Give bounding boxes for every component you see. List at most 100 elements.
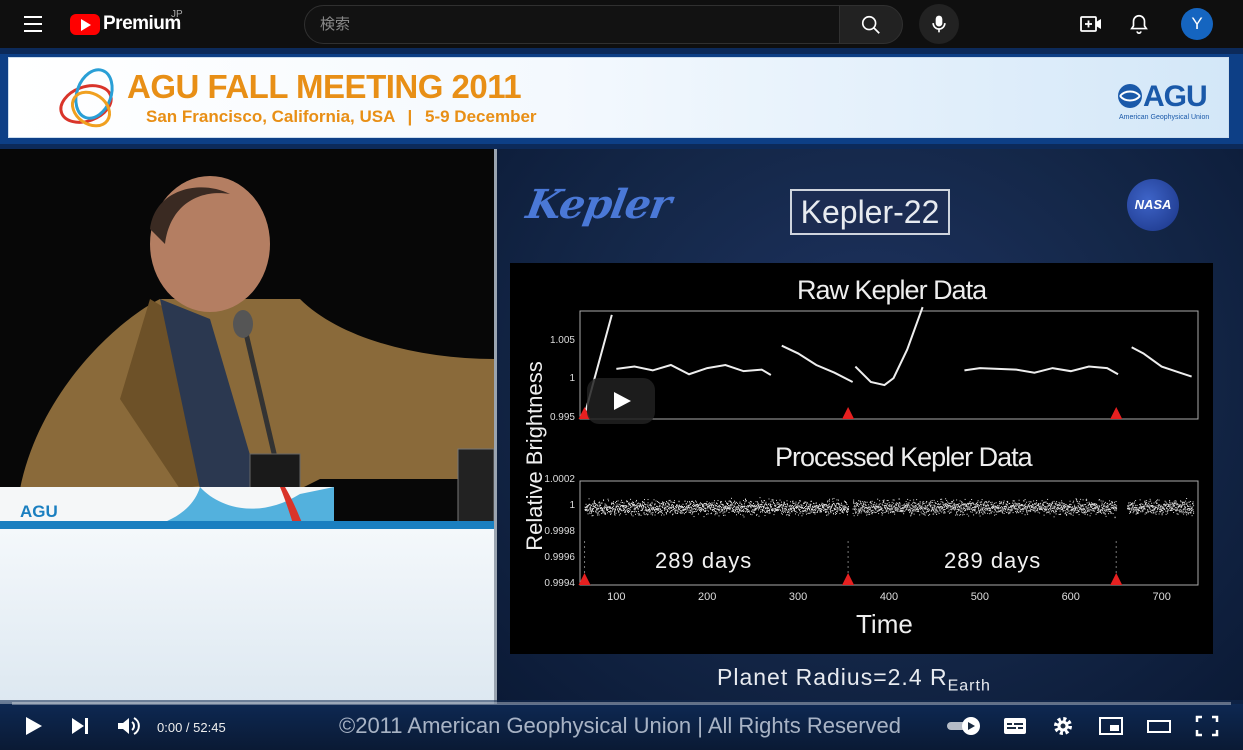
processed-data-point [591, 504, 593, 506]
create-button[interactable] [1075, 8, 1107, 40]
processed-data-point [1018, 506, 1020, 508]
settings-button[interactable] [1049, 712, 1077, 740]
play-button[interactable] [20, 712, 46, 740]
processed-data-point [772, 500, 774, 502]
processed-data-point [1003, 502, 1005, 504]
processed-data-point [878, 509, 880, 511]
mute-button[interactable] [114, 712, 142, 740]
processed-data-point [1170, 508, 1172, 510]
processed-data-point [697, 504, 699, 506]
processed-data-point [881, 503, 883, 505]
processed-data-point [997, 504, 999, 506]
processed-data-point [705, 504, 707, 506]
processed-data-point [1183, 513, 1185, 515]
processed-data-point [1184, 507, 1186, 509]
notifications-button[interactable] [1123, 8, 1155, 40]
processed-data-point [759, 504, 761, 506]
processed-data-point [590, 512, 592, 514]
processed-data-point [603, 510, 605, 512]
processed-data-point [1084, 511, 1086, 513]
processed-data-point [760, 508, 762, 510]
processed-data-point [963, 504, 965, 506]
processed-data-point [774, 504, 776, 506]
processed-data-point [1038, 506, 1040, 508]
processed-data-point [1103, 504, 1105, 506]
processed-data-point [733, 506, 735, 508]
processed-data-point [1045, 506, 1047, 508]
processed-data-point [1032, 503, 1034, 505]
processed-data-point [792, 510, 794, 512]
processed-data-point [853, 499, 855, 501]
processed-data-point [695, 507, 697, 509]
processed-data-point [856, 508, 858, 510]
processed-data-point [756, 504, 758, 506]
theater-mode-button[interactable] [1145, 712, 1173, 740]
subtitles-button[interactable] [1001, 712, 1029, 740]
processed-data-point [995, 507, 997, 509]
avatar[interactable]: Y [1181, 8, 1213, 40]
processed-data-point [839, 513, 841, 515]
processed-data-point [1160, 504, 1162, 506]
processed-data-point [805, 511, 807, 513]
processed-data-point [1186, 509, 1188, 511]
processed-data-point [1049, 507, 1051, 509]
processed-data-point [1019, 506, 1021, 508]
video-player[interactable]: AGU FALL MEETING 2011 San Francisco, Cal… [0, 48, 1243, 750]
processed-data-point [593, 502, 595, 504]
processed-data-point [795, 507, 797, 509]
processed-data-point [827, 511, 829, 513]
processed-data-point [647, 499, 649, 501]
processed-data-point [772, 502, 774, 504]
hamburger-menu-button[interactable] [22, 13, 46, 35]
progress-bar[interactable] [12, 702, 1231, 705]
processed-data-point [1053, 516, 1055, 518]
processed-data-point [1173, 504, 1175, 506]
youtube-premium-logo[interactable]: Premium [70, 13, 181, 35]
processed-data-point [596, 512, 598, 514]
processed-data-point [1190, 501, 1192, 503]
autoplay-toggle[interactable] [945, 712, 983, 740]
large-play-button[interactable] [587, 378, 655, 424]
next-button[interactable] [67, 712, 93, 740]
fullscreen-button[interactable] [1193, 712, 1221, 740]
processed-data-point [864, 503, 866, 505]
processed-data-point [871, 506, 873, 508]
processed-data-point [1100, 510, 1102, 512]
processed-data-point [924, 512, 926, 514]
processed-data-point [727, 506, 729, 508]
processed-data-point [610, 510, 612, 512]
processed-data-point [874, 501, 876, 503]
processed-data-point [730, 507, 732, 509]
search-input[interactable] [305, 6, 839, 43]
processed-data-point [1015, 508, 1017, 510]
processed-data-point [922, 503, 924, 505]
processed-data-point [1101, 509, 1103, 511]
processed-data-point [815, 508, 817, 510]
processed-data-point [917, 508, 919, 510]
processed-data-point [783, 510, 785, 512]
processed-data-point [875, 508, 877, 510]
processed-data-point [1014, 502, 1016, 504]
processed-data-point [998, 507, 1000, 509]
processed-data-point [649, 511, 651, 513]
search-button[interactable] [839, 5, 903, 44]
processed-data-point [846, 510, 848, 512]
processed-data-point [689, 504, 691, 506]
voice-search-button[interactable] [919, 4, 959, 44]
processed-data-point [729, 507, 731, 509]
processed-data-point [605, 513, 607, 515]
processed-data-point [784, 511, 786, 513]
processed-data-point [1029, 506, 1031, 508]
processed-data-point [1059, 510, 1061, 512]
processed-data-point [1193, 505, 1195, 507]
processed-data-point [878, 507, 880, 509]
processed-data-point [1157, 507, 1159, 509]
processed-data-point [627, 505, 629, 507]
processed-data-point [643, 504, 645, 506]
processed-data-point [1036, 500, 1038, 502]
processed-data-point [1191, 515, 1193, 517]
processed-data-point [893, 502, 895, 504]
miniplayer-button[interactable] [1097, 712, 1125, 740]
processed-data-point [610, 513, 612, 515]
processed-data-point [1154, 512, 1156, 514]
